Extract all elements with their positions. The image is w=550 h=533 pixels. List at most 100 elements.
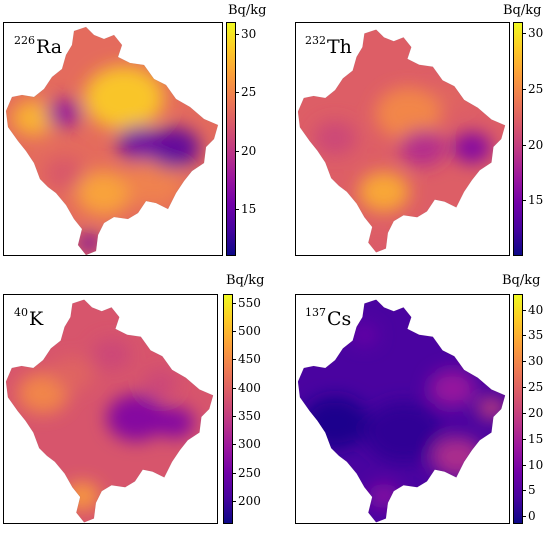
map-hotspot	[117, 125, 161, 161]
map-hotspot	[46, 98, 82, 128]
map-hotspot	[77, 233, 101, 253]
colorbar-tickmark	[522, 361, 526, 363]
map-hotspot	[477, 397, 506, 419]
colorbar-tick-label: 35	[528, 328, 544, 343]
map-hotspot	[368, 483, 400, 509]
colorbar-tickmark	[232, 330, 236, 332]
map-hotspot	[452, 132, 492, 164]
colorbar-unit-cs: Bq/kg	[502, 273, 541, 288]
map-frame-ra	[3, 22, 223, 256]
colorbar-tick-label: 5	[528, 483, 536, 498]
map-frame-th	[295, 22, 510, 256]
colorbar-tickmark	[522, 464, 526, 466]
map-hotspot	[84, 66, 164, 130]
colorbar-tick-label: 15	[241, 202, 257, 217]
map-hotspot	[364, 401, 443, 464]
map-hotspot	[142, 369, 178, 398]
colorbar-tickmark	[232, 501, 236, 503]
colorbar-tickmark	[235, 209, 239, 211]
colorbar-tick-label: 300	[238, 437, 261, 452]
map-k	[5, 299, 214, 523]
colorbar-tick-label: 30	[241, 26, 257, 41]
map-hotspot	[91, 338, 132, 370]
map-hotspot	[124, 159, 184, 207]
colorbar-tick-label: 0	[528, 509, 536, 524]
map-hotspot	[428, 369, 476, 408]
colorbar-ra	[226, 22, 236, 256]
map-hotspot	[369, 242, 389, 253]
map-hotspot	[76, 170, 132, 216]
colorbar-tickmark	[235, 33, 239, 35]
colorbar-tickmark	[232, 302, 236, 304]
map-hotspot	[301, 396, 369, 450]
map-hotspot	[44, 157, 84, 189]
colorbar-tickmark	[522, 88, 526, 90]
panel-th: 232Th Bq/kg 15 20 25 30	[275, 0, 550, 265]
colorbar-k	[223, 294, 233, 524]
colorbar-tick-label: 350	[238, 409, 261, 424]
colorbar-tick-label: 550	[238, 295, 261, 310]
colorbar-tick-label: 25	[528, 380, 544, 395]
colorbar-tick-label: 250	[238, 465, 261, 480]
isotope-label-k: 40K	[14, 306, 44, 330]
isotope-label-cs: 137Cs	[305, 306, 352, 330]
panel-ra: 226Ra Bq/kg 15 20 25 30	[0, 0, 275, 265]
colorbar-tickmark	[522, 200, 526, 202]
colorbar-unit-ra: Bq/kg	[228, 3, 267, 18]
colorbar-tickmark	[522, 438, 526, 440]
colorbar-tick-label: 20	[528, 137, 544, 152]
colorbar-tickmark	[522, 144, 526, 146]
map-ra	[5, 26, 219, 255]
map-hotspot	[313, 120, 357, 156]
colorbar-tick-label: 30	[528, 354, 544, 369]
colorbar-tick-label: 25	[241, 85, 257, 100]
colorbar-tickmark	[522, 309, 526, 311]
map-hotspot	[350, 323, 379, 346]
map-hotspot	[106, 394, 166, 442]
map-region-outline	[5, 26, 219, 255]
colorbar-tickmark	[235, 92, 239, 94]
colorbar-tickmark	[232, 416, 236, 418]
colorbar-tick-label: 40	[528, 302, 544, 317]
colorbar-tick-label: 20	[528, 405, 544, 420]
map-hotspot	[358, 171, 410, 213]
map-hotspot	[64, 481, 100, 511]
colorbar-tickmark	[232, 359, 236, 361]
colorbar-tick-label: 400	[238, 380, 261, 395]
map-region-outline	[5, 299, 214, 523]
colorbar-tickmark	[522, 387, 526, 389]
colorbar-tick-label: 15	[528, 431, 544, 446]
colorbar-tickmark	[232, 444, 236, 446]
colorbar-tickmark	[522, 490, 526, 492]
colorbar-tickmark	[522, 335, 526, 337]
map-hotspot	[375, 87, 442, 141]
colorbar-tick-label: 500	[238, 323, 261, 338]
isotope-label-th: 232Th	[305, 34, 352, 58]
panel-cs: 137Cs Bq/kg 0 5 10 15 20 25 30 35 40	[275, 268, 550, 533]
map-hotspot	[50, 356, 94, 392]
map-th	[297, 29, 506, 253]
map-region-outline	[297, 29, 506, 253]
colorbar-tickmark	[235, 150, 239, 152]
map-frame-cs	[295, 294, 510, 524]
colorbar-tick-label: 10	[528, 457, 544, 472]
colorbar-tick-label: 15	[528, 193, 544, 208]
colorbar-tick-label: 450	[238, 352, 261, 367]
colorbar-tickmark	[522, 412, 526, 414]
colorbar-unit-k: Bq/kg	[226, 273, 265, 288]
colorbar-cs	[513, 294, 523, 524]
map-hotspot	[148, 127, 200, 169]
map-frame-k	[3, 294, 218, 524]
map-hotspot	[399, 129, 447, 167]
panel-k: 40K Bq/kg 200 250 300 350 400 450 500 550	[0, 268, 275, 533]
map-hotspot	[12, 100, 56, 136]
map-hotspot	[155, 407, 195, 439]
colorbar-tick-label: 25	[528, 81, 544, 96]
map-hotspot	[431, 436, 483, 478]
colorbar-tick-label: 200	[238, 494, 261, 509]
colorbar-unit-th: Bq/kg	[503, 3, 542, 18]
map-hotspot	[434, 79, 470, 109]
isotope-label-ra: 226Ra	[14, 34, 63, 58]
colorbar-tick-label: 30	[528, 26, 544, 41]
colorbar-tick-label: 20	[241, 143, 257, 158]
